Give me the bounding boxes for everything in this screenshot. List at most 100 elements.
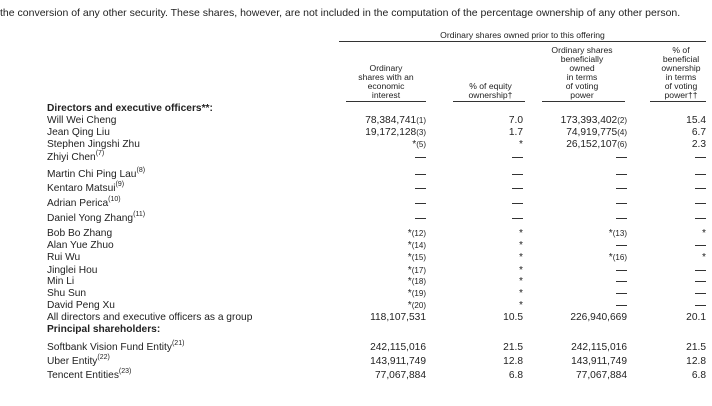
header-col4-line: power†† — [664, 90, 698, 100]
nil-dash — [695, 292, 706, 294]
table-row: Uber Entity(22) 143,911,749 12.8 143,911,74… — [0, 354, 712, 367]
nil-dash — [512, 202, 523, 204]
cell-value: * — [407, 288, 412, 299]
cell-c3: 242,115,016 — [571, 342, 627, 353]
cell-value: 20.1 — [686, 312, 706, 323]
cell-c3 — [616, 288, 627, 299]
cell-value: 21.5 — [503, 342, 523, 353]
row-name-text: Principal shareholders: — [47, 324, 161, 335]
cell-value: * — [519, 228, 523, 239]
row-name: Rui Wu — [47, 252, 80, 263]
nil-dash — [415, 217, 426, 219]
cell-value: 12.8 — [686, 356, 706, 367]
row-name: Alan Yue Zhuo — [47, 240, 114, 251]
header-col3-line: Ordinary shares — [551, 45, 613, 55]
cell-value: * — [519, 265, 523, 276]
row-name: Directors and executive officers**: — [47, 103, 213, 114]
row-name: Jean Qing Liu — [47, 127, 110, 138]
cell-value: * — [608, 252, 613, 263]
cell-c1: 19,172,128(3) — [365, 127, 426, 138]
row-name: Min Li — [47, 276, 74, 287]
cell-c2: * — [519, 288, 523, 299]
cell-c4 — [695, 169, 706, 180]
footnote-ref: (14) — [411, 241, 426, 250]
table-row: Will Wei Cheng 78,384,741(1) 7.0 173,393,40… — [0, 115, 712, 126]
header-col4-rule — [650, 101, 706, 102]
table-row: Kentaro Matsui(9) — [0, 180, 712, 194]
row-name: Tencent Entities(23) — [47, 368, 131, 381]
cell-c3: 26,152,107(6) — [566, 139, 627, 150]
header-col1-line: interest — [371, 90, 401, 100]
nil-dash — [616, 217, 627, 219]
row-name-text: Alan Yue Zhuo — [47, 240, 114, 251]
header-col4-line: % of — [672, 45, 690, 55]
cell-c3: 173,393,402(2) — [561, 115, 627, 126]
table-row: David Peng Xu *(20) * — [0, 300, 712, 311]
nil-dash — [695, 280, 706, 282]
row-name: Principal shareholders: — [47, 324, 160, 335]
cell-value: 118,107,531 — [370, 312, 426, 323]
cell-c1: 118,107,531 — [370, 312, 426, 323]
header-col4-line: beneficial — [662, 54, 700, 64]
cell-c3: 226,940,669 — [570, 312, 627, 323]
table-row: Daniel Yong Zhang(11) — [0, 211, 712, 224]
cell-c4: * — [702, 228, 706, 239]
footnote-ref: (18) — [411, 277, 426, 286]
footnote-ref: (8) — [136, 166, 146, 174]
cell-c4 — [695, 265, 706, 276]
row-name-text: Directors and executive officers**: — [47, 103, 213, 114]
footnote-ref: (12) — [411, 229, 426, 238]
footnote-ref: (1) — [416, 116, 426, 125]
table-row: Stephen Jingshi Zhu *(5) * 26,152,107(6) 2.3 — [0, 139, 712, 150]
row-name-text: Stephen Jingshi Zhu — [47, 139, 140, 150]
cell-c4 — [695, 300, 706, 311]
cell-c2: * — [519, 265, 523, 276]
header-col1: Ordinary shares with an economic interest — [346, 64, 426, 100]
nil-dash — [695, 269, 706, 271]
cell-c3: 77,067,884 — [576, 370, 627, 381]
footnote-ref: (9) — [115, 180, 125, 188]
cell-c3 — [616, 213, 627, 224]
cell-value: 143,911,749 — [571, 356, 627, 367]
footnote-ref: (21) — [171, 339, 185, 347]
cell-value: * — [702, 252, 706, 263]
cell-c1: 78,384,741(1) — [365, 115, 426, 126]
row-name: All directors and executive officers as … — [47, 312, 252, 323]
cell-value: * — [519, 288, 523, 299]
cell-c4 — [695, 152, 706, 163]
cell-c2 — [512, 198, 523, 209]
cell-value: * — [519, 240, 523, 251]
cell-c2: 21.5 — [503, 342, 523, 353]
cell-c3 — [616, 183, 627, 194]
cell-c3 — [616, 276, 627, 287]
table-row: Bob Bo Zhang *(12) * *(13) * — [0, 228, 712, 239]
row-name: Kentaro Matsui(9) — [47, 180, 125, 194]
cell-value: 173,393,402 — [560, 115, 618, 126]
cell-value: 242,115,016 — [571, 342, 627, 353]
header-col2: % of equity ownership† — [453, 82, 528, 100]
row-name-text: Rui Wu — [47, 252, 81, 263]
cell-value: 242,115,016 — [370, 342, 426, 353]
nil-dash — [695, 187, 706, 189]
nil-dash — [616, 173, 627, 175]
table-row: All directors and executive officers as … — [0, 312, 712, 323]
cell-c1 — [415, 152, 426, 163]
footnote-ref: (15) — [411, 253, 426, 262]
header-col2-line: ownership† — [468, 90, 513, 100]
cell-c3 — [616, 300, 627, 311]
header-col3-rule — [542, 101, 625, 102]
cell-value: * — [407, 265, 412, 276]
header-col3-line: of voting — [565, 81, 599, 91]
nil-dash — [415, 202, 426, 204]
row-name: Jinglei Hou — [47, 265, 97, 276]
cell-c2: * — [519, 139, 523, 150]
row-name: Uber Entity(22) — [47, 354, 110, 367]
header-col3: Ordinary shares beneficially owned in terms… — [542, 46, 622, 100]
row-name: Zhiyi Chen(7) — [47, 150, 104, 163]
cell-c2: 10.5 — [503, 312, 523, 323]
cell-c3 — [616, 198, 627, 209]
cell-c3: *(16) — [609, 252, 627, 263]
cell-c1: 242,115,016 — [370, 342, 426, 353]
cell-c4: 2.3 — [692, 139, 706, 150]
cell-value: * — [702, 228, 706, 239]
